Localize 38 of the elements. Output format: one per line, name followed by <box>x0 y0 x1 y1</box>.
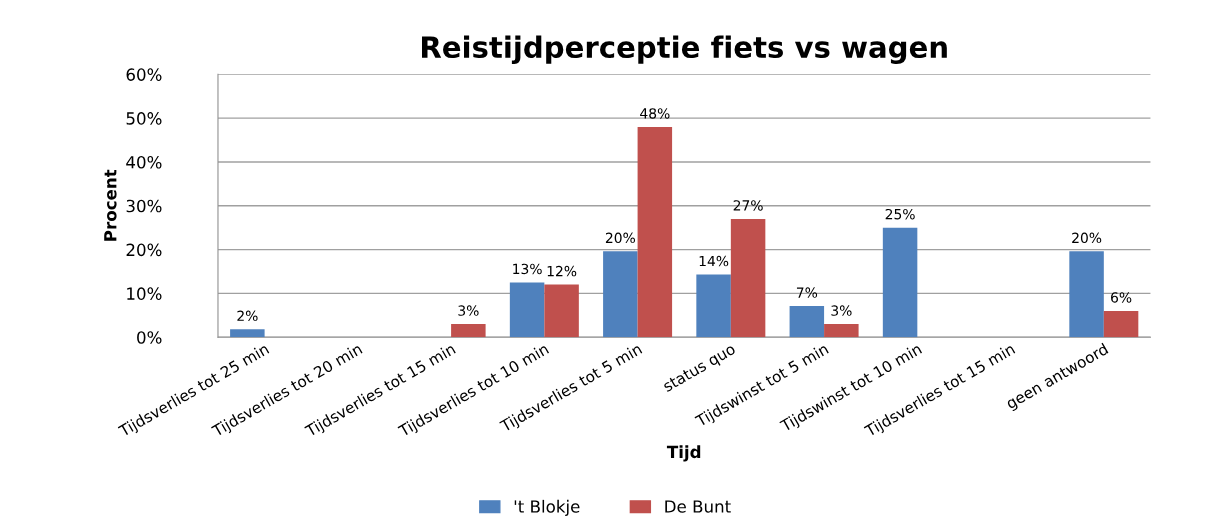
data-label: 27% <box>733 200 763 211</box>
data-label: 6% <box>1111 292 1132 303</box>
data-label: 7% <box>796 287 818 298</box>
bar <box>789 306 825 338</box>
data-label: 3% <box>831 305 852 316</box>
data-label: 48% <box>640 108 670 119</box>
y-tick-label: 60% <box>126 68 162 81</box>
data-label: 13% <box>513 263 542 275</box>
data-label: 20% <box>605 232 636 244</box>
data-label: 12% <box>547 265 577 277</box>
bar <box>451 324 486 338</box>
bar <box>230 329 265 338</box>
data-label: 20% <box>1072 232 1102 244</box>
x-axis-title: Tijd <box>666 445 701 462</box>
y-tick-label: 0% <box>137 331 162 344</box>
bar <box>637 126 673 338</box>
bar <box>824 324 859 338</box>
bar <box>730 218 766 338</box>
bar <box>1069 251 1104 338</box>
data-label: 3% <box>458 305 479 316</box>
y-tick-label: 30% <box>126 199 162 213</box>
bar <box>544 284 579 338</box>
y-tick-label: 50% <box>126 112 162 125</box>
chart-title: Reistijdperceptie fiets vs wagen <box>422 35 947 64</box>
data-label: 14% <box>699 255 729 267</box>
bar <box>603 251 638 338</box>
legend-label: 't Blokje <box>514 499 580 516</box>
bar <box>696 274 731 338</box>
y-axis-title: Procent <box>104 169 117 241</box>
y-tick-label: 20% <box>126 243 162 257</box>
bar <box>1103 310 1139 338</box>
y-tick-label: 40% <box>126 155 162 169</box>
y-tick-label: 10% <box>127 287 162 300</box>
data-label: 2% <box>237 310 258 322</box>
legend-label: De Bunt <box>665 500 731 513</box>
data-label: 25% <box>885 208 915 220</box>
bar <box>509 282 545 338</box>
bar <box>882 227 918 338</box>
